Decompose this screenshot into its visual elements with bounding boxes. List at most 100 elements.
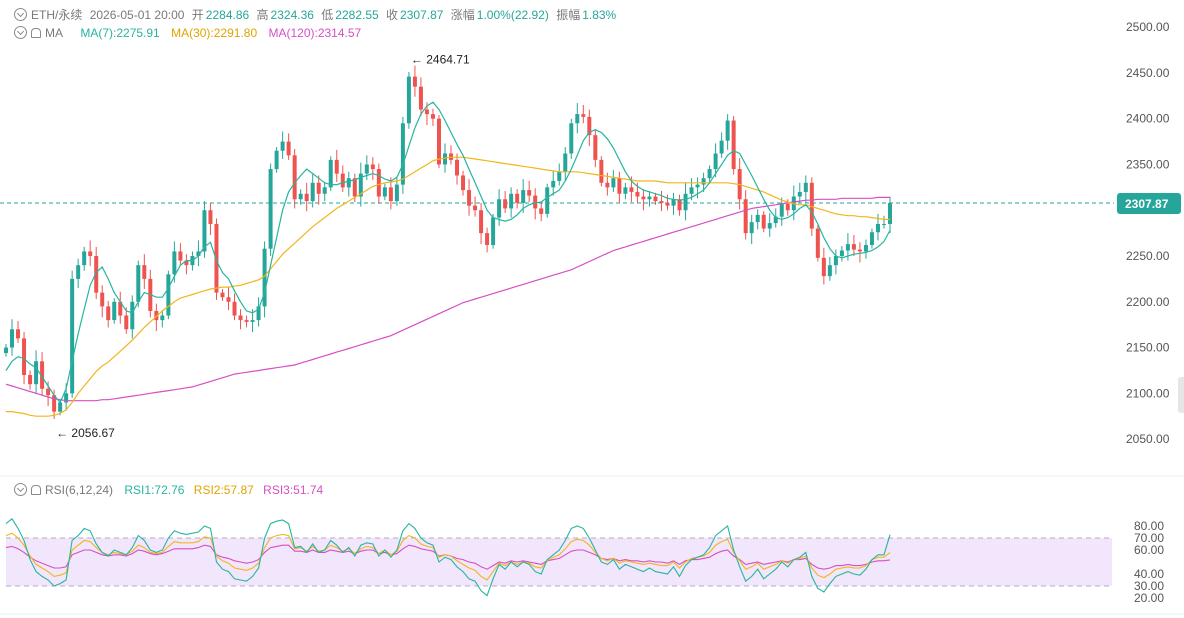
candle-up	[869, 232, 874, 246]
candle-up	[671, 199, 676, 206]
candle-up	[196, 251, 201, 257]
candle-down	[821, 257, 826, 277]
candle-down	[641, 196, 646, 200]
price-axis-tick: 2400.00	[1126, 112, 1170, 126]
candle-down	[16, 329, 21, 339]
candle-down	[286, 141, 291, 156]
candle-down	[629, 187, 634, 192]
candle-up	[298, 193, 303, 200]
candle-up	[767, 223, 772, 229]
candle-down	[220, 292, 225, 298]
price-axis-tick: 2150.00	[1126, 341, 1170, 355]
price-annotation: ← 2464.71	[411, 52, 470, 66]
candle-down	[605, 182, 610, 188]
candle-up	[827, 265, 832, 277]
candle-up	[310, 182, 315, 202]
candle-up	[713, 153, 718, 170]
candle-down	[617, 178, 622, 194]
rsi-band	[6, 538, 1112, 586]
candle-up	[863, 245, 868, 252]
symbol-label: ETH/永续	[31, 8, 83, 22]
ma-indicator-name: MA	[45, 26, 63, 40]
candle-down	[388, 187, 393, 202]
last-price-badge: 2307.87	[1117, 193, 1181, 215]
candle-down	[599, 159, 604, 183]
candle-up	[406, 76, 411, 124]
candle-up	[875, 223, 880, 233]
ma120-line	[5, 196, 890, 402]
collapse-chevron-icon[interactable]	[14, 8, 27, 21]
collapse-chevron-icon[interactable]	[14, 483, 27, 496]
candle-up	[34, 361, 39, 385]
collapse-chevron-icon[interactable]	[14, 26, 27, 39]
candle-down	[467, 190, 472, 206]
low-value: 2282.55	[335, 8, 379, 22]
candle-down	[52, 395, 57, 412]
candle-down	[226, 297, 231, 302]
candle-down	[106, 306, 111, 321]
candle-up	[112, 301, 117, 321]
candle-down	[214, 223, 219, 293]
candle-down	[142, 265, 147, 279]
rsi1-legend: RSI1:72.76	[124, 483, 185, 497]
candle-up	[70, 278, 75, 394]
candle-down	[527, 190, 532, 196]
open-value: 2284.86	[205, 8, 250, 22]
candle-down	[418, 86, 423, 110]
candle-up	[725, 120, 730, 141]
candle-down	[178, 251, 183, 261]
open-label: 开	[191, 8, 204, 22]
candle-down	[473, 205, 478, 211]
candle-up	[839, 250, 844, 257]
candle-up	[82, 251, 87, 266]
candle-up	[4, 347, 8, 354]
candle-timestamp: 2026-05-01 20:00	[89, 8, 185, 22]
candle-up	[647, 196, 652, 200]
candle-down	[485, 233, 490, 246]
candle-down	[503, 199, 508, 209]
candle-down	[761, 214, 766, 229]
candle-up	[274, 150, 279, 170]
close-label: 收	[386, 8, 399, 22]
candle-up	[803, 182, 808, 192]
candle-down	[533, 195, 538, 209]
candle-up	[382, 187, 387, 197]
candle-up	[256, 306, 261, 321]
candle-down	[412, 76, 417, 87]
rsi-axis-tick: 70.00	[1134, 531, 1164, 545]
rsi2-line	[5, 532, 891, 581]
last-price-badge-bg	[1117, 193, 1181, 215]
candle-up	[773, 216, 778, 224]
candles	[4, 65, 892, 419]
candle-down	[424, 109, 429, 115]
candle-down	[46, 388, 51, 396]
candle-up	[172, 251, 177, 275]
candle-down	[244, 320, 249, 322]
candle-down	[352, 178, 357, 197]
candle-down	[124, 315, 129, 330]
candle-up	[695, 184, 700, 188]
price-axis-tick: 2450.00	[1126, 66, 1170, 80]
close-value: 2307.87	[400, 8, 444, 22]
candle-down	[208, 210, 213, 224]
rsi1-line	[5, 517, 891, 597]
ohlc-header: ETH/永续 2026-05-01 20:00 开 2284.86 高 2324.3…	[14, 7, 620, 23]
ma30-legend: MA(30):2291.80	[171, 26, 258, 40]
candle-up	[64, 393, 69, 403]
candle-down	[653, 196, 658, 202]
side-panel-handle[interactable]	[1178, 377, 1184, 413]
alert-bell-icon[interactable]	[31, 28, 41, 38]
candle-down	[370, 164, 375, 170]
rsi-indicator-name: RSI(6,12,24)	[45, 483, 114, 497]
alert-bell-icon[interactable]	[31, 485, 41, 495]
ma-legend: MA MA(7):2275.91 MA(30):2291.80 MA(120):…	[14, 25, 365, 41]
price-axis-tick: 2100.00	[1126, 386, 1170, 400]
ma120-legend: MA(120):2314.57	[268, 26, 362, 40]
ma7-legend: MA(7):2275.91	[80, 26, 160, 40]
price-axis-tick: 2500.00	[1126, 20, 1170, 34]
candle-down	[857, 249, 862, 252]
candle-up	[719, 140, 724, 154]
candle-down	[340, 173, 345, 188]
candle-up	[521, 190, 526, 203]
